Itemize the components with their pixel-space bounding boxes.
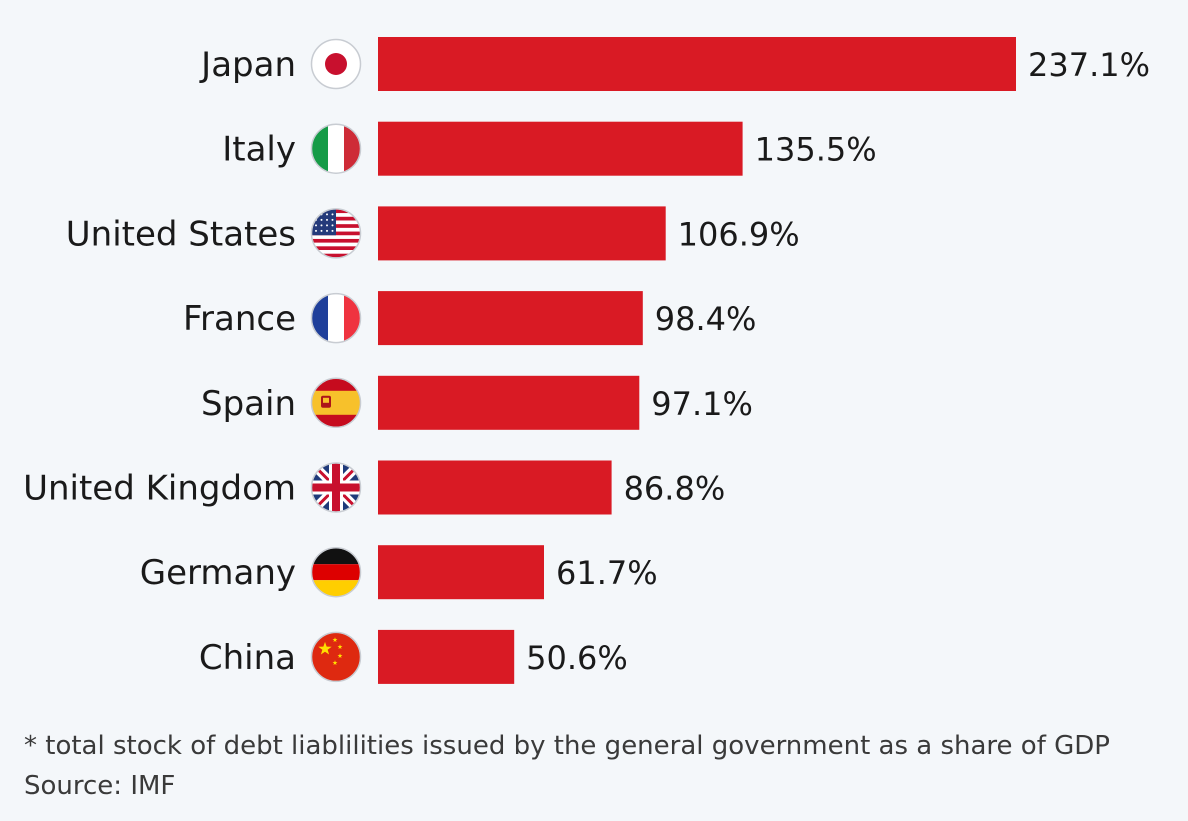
- united-states-flag-icon: [310, 208, 362, 259]
- bar-row-united-kingdom: United Kingdom 86.8%: [23, 460, 726, 515]
- bar: [378, 121, 743, 176]
- bar: [378, 37, 1016, 91]
- bar: [378, 206, 666, 261]
- bar: [378, 629, 515, 684]
- china-flag-icon: [310, 631, 362, 683]
- spain-flag-icon: [310, 377, 362, 429]
- footnote: * total stock of debt liablilities issue…: [24, 726, 1110, 806]
- category-label: Spain: [201, 384, 296, 424]
- value-label: 106.9%: [678, 215, 800, 253]
- category-label: United States: [66, 214, 296, 254]
- japan-flag-icon: [310, 38, 362, 90]
- category-label: United Kingdom: [23, 469, 296, 509]
- bar-row-japan: Japan 237.1%: [199, 37, 1150, 91]
- value-label: 86.8%: [624, 470, 726, 508]
- bar: [378, 545, 544, 600]
- bar: [378, 375, 640, 430]
- source-line: Source: IMF: [24, 771, 176, 801]
- germany-flag-icon: [310, 546, 362, 598]
- united-kingdom-flag-icon: [310, 462, 362, 513]
- bar: [378, 460, 612, 515]
- bar-row-italy: Italy 135.5%: [222, 121, 877, 176]
- value-label: 97.1%: [651, 385, 753, 423]
- bar: [378, 291, 643, 346]
- bar-row-germany: Germany 61.7%: [140, 545, 658, 600]
- category-label: China: [199, 638, 296, 678]
- value-label: 98.4%: [655, 300, 757, 338]
- france-flag-icon: [310, 292, 362, 344]
- category-label: Germany: [140, 553, 296, 593]
- bar-row-spain: Spain 97.1%: [201, 375, 753, 430]
- category-label: France: [183, 299, 296, 339]
- value-label: 61.7%: [556, 554, 658, 592]
- value-label: 135.5%: [755, 131, 877, 169]
- bar-chart: Japan 237.1% Italy 135.5% United States 106.9…: [23, 37, 1150, 684]
- value-label: 237.1%: [1028, 46, 1150, 84]
- footnote-note: * total stock of debt liablilities issue…: [24, 731, 1110, 761]
- italy-flag-icon: [310, 123, 362, 174]
- category-label: Japan: [199, 45, 296, 85]
- category-label: Italy: [222, 130, 296, 170]
- bar-row-france: France 98.4%: [183, 291, 757, 346]
- bar-row-china: China 50.6%: [199, 629, 628, 684]
- value-label: 50.6%: [526, 639, 628, 677]
- bar-row-united-states: United States 106.9%: [66, 206, 800, 261]
